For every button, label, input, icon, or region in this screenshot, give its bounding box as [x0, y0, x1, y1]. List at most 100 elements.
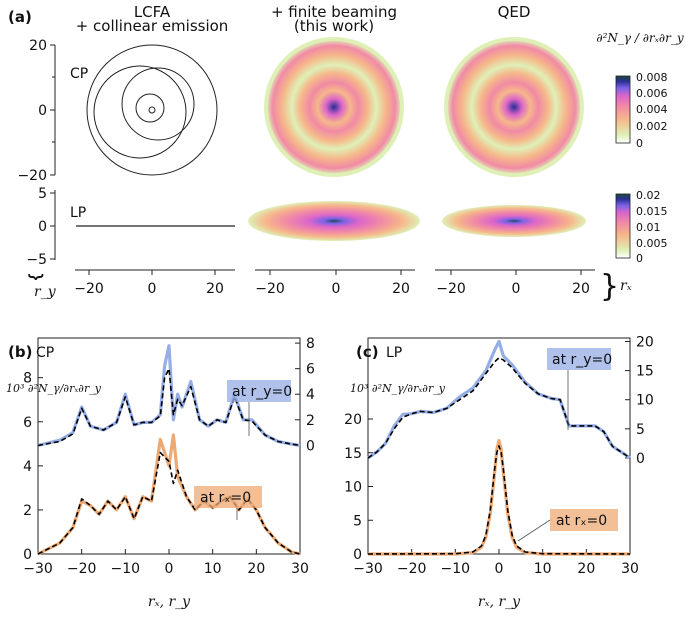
a-cp-yticks: 20 0 −20 — [17, 38, 55, 184]
b-ltick-label: 4 — [23, 459, 32, 475]
b-ltick-label: 0 — [23, 547, 32, 563]
b-xtick-label: −10 — [111, 561, 141, 577]
col-title-beam-1: + finite beaming — [271, 3, 397, 21]
c-legend-orange: at rₓ=0 — [556, 513, 607, 529]
b-rtick-label: 6 — [306, 362, 315, 378]
cbar-lp-t4: 0 — [636, 252, 643, 265]
beam-cp-heatmap — [264, 37, 404, 177]
c-ltick-label: 0 — [353, 547, 362, 563]
b-xtick-label: 20 — [247, 561, 265, 577]
cbar-cp-t3: 0.002 — [636, 120, 668, 133]
panel-c-label: (c) — [356, 343, 379, 361]
b-series — [37, 344, 301, 556]
a3-xtick-0: 0 — [512, 281, 521, 297]
row-label-cp: CP — [70, 66, 88, 82]
c-rtick-label: 20 — [636, 334, 654, 350]
b-legend-orange: at rₓ=0 — [200, 490, 251, 506]
c-axis-ticks: −30 −20 −10 0 10 20 30 0 5 10 15 20 0 5 10 15 20 — [344, 334, 654, 577]
col-title-beam-2: (this work) — [294, 17, 374, 35]
c-ltick-label: 5 — [353, 513, 362, 529]
b-legend-orange-bg — [194, 486, 262, 508]
cbar-lp-t1: 0.015 — [636, 205, 668, 218]
c-rtick-label: 5 — [636, 422, 645, 438]
c-xtick-label: 10 — [534, 561, 552, 577]
b-rtick-label: 2 — [306, 413, 315, 429]
a1-xtick-20: 20 — [206, 281, 224, 297]
b-ylabel: 10³ ∂²N_γ/∂rₓ∂r_y — [6, 382, 102, 395]
panel-a-label: (a) — [8, 8, 32, 26]
b-ltick-label: 6 — [23, 415, 32, 431]
cbar-lp-t0: 0.02 — [636, 189, 661, 202]
beam-lp-heatmap — [248, 201, 420, 241]
c-rtick-label: 15 — [636, 364, 654, 380]
a-cp-ytick-m20: −20 — [17, 168, 47, 184]
c-ltick-label: 10 — [344, 480, 362, 496]
qed-cp-heatmap — [444, 37, 584, 177]
c-xtick-label: −10 — [441, 561, 471, 577]
colorbar-label: ∂²N_γ / ∂rₓ∂r_y — [596, 31, 684, 45]
c-xtick-label: 30 — [621, 561, 639, 577]
c-series-2 — [368, 439, 630, 556]
c-series — [367, 339, 631, 556]
b-rtick-label: 4 — [306, 387, 315, 403]
colorbar-lp — [615, 193, 631, 259]
b-legend-blue: at r_y=0 — [232, 384, 292, 400]
a-lp-ytick-0: 0 — [38, 219, 47, 235]
b-xtick-label: 30 — [291, 561, 309, 577]
b-rtick-label: 8 — [306, 336, 315, 352]
col-title-lcfa-2: + collinear emission — [76, 17, 229, 35]
col-title-lcfa-1: LCFA — [134, 3, 171, 21]
panel-b-name: CP — [36, 345, 54, 361]
a-xlabel-rx: rₓ — [620, 278, 632, 294]
c-xtick-label: −30 — [353, 561, 383, 577]
c-legend-orange-pointer — [517, 519, 551, 542]
a3-xtick-m20: −20 — [436, 281, 466, 297]
a-lp-ytick-m5: −5 — [26, 252, 47, 268]
b-legend-blue-bg — [227, 380, 291, 402]
a-ylabel-ry: r_y — [34, 284, 57, 300]
cbar-cp-t2: 0.004 — [636, 103, 668, 116]
colorbar-lp-ticks: 0.02 0.015 0.01 0.005 0 — [636, 189, 668, 265]
c-xtick-label: 0 — [495, 561, 504, 577]
a-lp-ytick-5: 5 — [38, 186, 47, 202]
lcfa-cp-circles — [86, 44, 218, 176]
a1-xtick-0: 0 — [148, 281, 157, 297]
c-series-1 — [367, 356, 631, 459]
b-xtick-label: 0 — [165, 561, 174, 577]
b-axis-ticks: −30 −20 −10 0 10 20 30 0 2 4 6 8 0 2 4 6 8 — [23, 336, 315, 577]
b-xlabel: rₓ, r_y — [148, 594, 191, 610]
qed-lp-heatmap — [442, 205, 586, 237]
b-xtick-label: −30 — [23, 561, 53, 577]
a-cp-ytick-20: 20 — [29, 38, 47, 54]
c-xtick-label: 20 — [577, 561, 595, 577]
c-legend-blue: at r_y=0 — [552, 352, 612, 368]
c-series-3 — [367, 445, 631, 555]
c-rtick-label: 0 — [636, 451, 645, 467]
cbar-lp-t2: 0.01 — [636, 221, 661, 234]
a1-xtick-m20: −20 — [74, 281, 104, 297]
cbar-cp-t1: 0.006 — [636, 87, 668, 100]
c-xtick-label: −20 — [397, 561, 427, 577]
a-xaxes: −20 0 20 −20 0 20 −20 0 20 — [74, 269, 595, 297]
c-xlabel: rₓ, r_y — [478, 594, 521, 610]
cbar-cp-t4: 0 — [636, 137, 643, 150]
colorbar-cp — [615, 75, 631, 144]
c-ylabel: 10³ ∂²N_γ/∂rₓ∂r_y — [350, 382, 446, 395]
c-legend-orange-bg — [550, 509, 618, 531]
a-lp-yticks: 5 0 −5 — [26, 186, 55, 268]
a2-xtick-m20: −20 — [255, 281, 285, 297]
a2-xtick-20: 20 — [392, 281, 410, 297]
panel-b-label: (b) — [8, 343, 32, 361]
c-ltick-label: 20 — [344, 412, 362, 428]
b-xtick-label: 10 — [204, 561, 222, 577]
c-ltick-label: 15 — [344, 446, 362, 462]
b-ltick-label: 2 — [23, 503, 32, 519]
panel-c-name: LP — [386, 345, 402, 361]
a2-xtick-0: 0 — [332, 281, 341, 297]
b-ltick-label: 8 — [23, 371, 32, 387]
row-label-lp: LP — [70, 205, 86, 221]
colorbar-cp-ticks: 0.008 0.006 0.004 0.002 0 — [636, 71, 668, 150]
ry-brace: ⏟ — [28, 249, 44, 280]
b-series-1 — [37, 367, 301, 447]
